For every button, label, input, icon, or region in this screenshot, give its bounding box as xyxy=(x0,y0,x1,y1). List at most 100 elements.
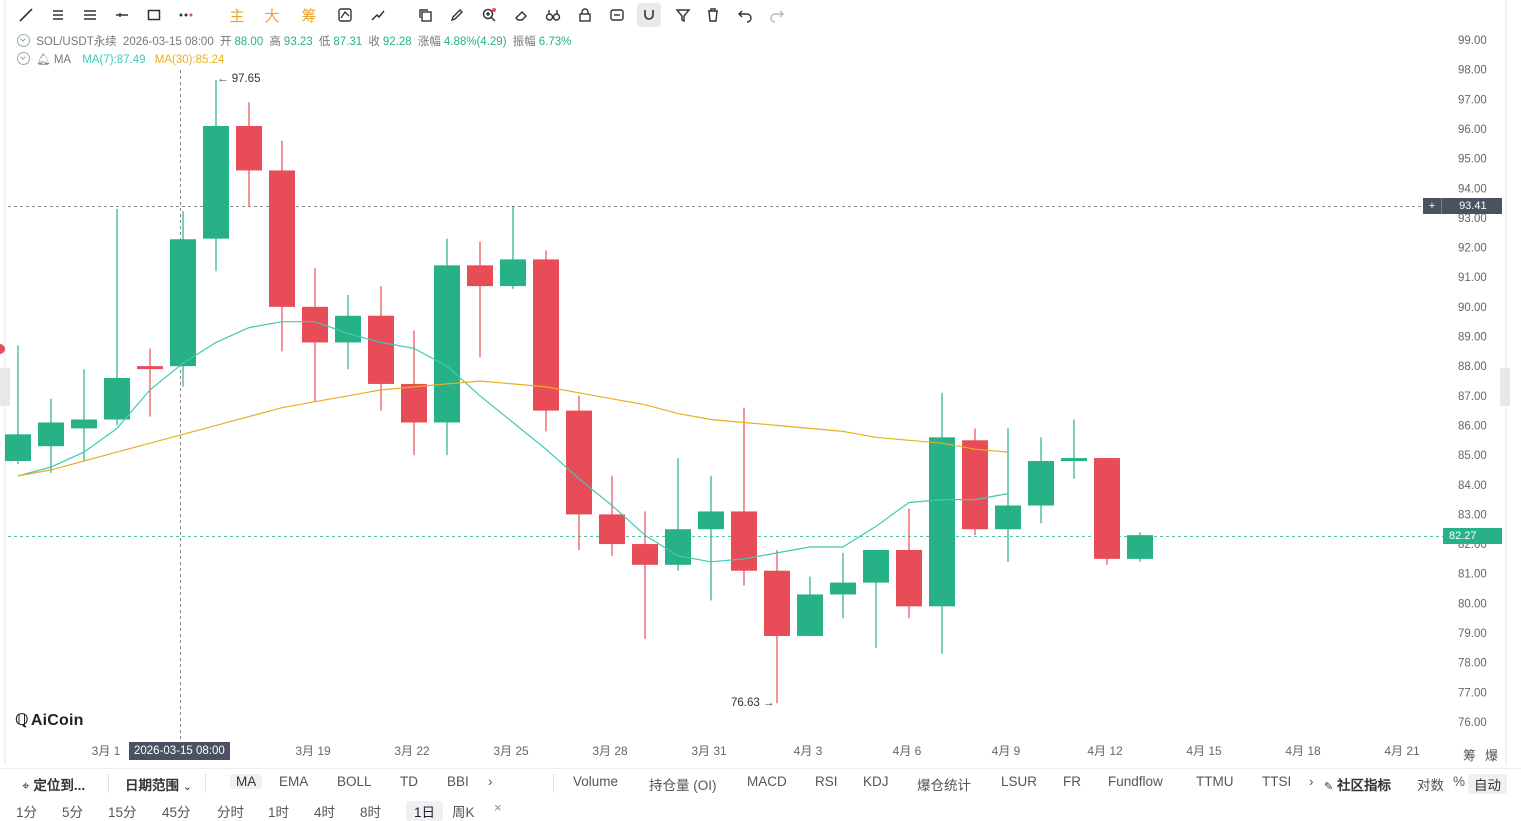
copy-icon[interactable] xyxy=(413,3,437,27)
chip-icon[interactable]: 筹 xyxy=(297,3,321,27)
binoculars-icon[interactable] xyxy=(541,3,565,27)
bell-icon[interactable]: 🔔︎ xyxy=(36,54,51,66)
locate-button[interactable]: ⌖ 定位到... xyxy=(22,778,86,793)
interval-6[interactable]: 1时 xyxy=(268,805,290,820)
candle-body[interactable] xyxy=(1028,461,1054,506)
sub-indicator-item[interactable]: TTSI xyxy=(1262,774,1292,789)
candle-body[interactable] xyxy=(764,570,790,636)
sub-indicator-item[interactable]: FR xyxy=(1063,774,1081,789)
interval-10[interactable]: 周K xyxy=(452,805,475,820)
indicator-bbi[interactable]: BBI xyxy=(447,774,469,789)
candle-body[interactable] xyxy=(1094,458,1120,559)
close-icon[interactable]: × xyxy=(494,800,502,815)
candle-body[interactable] xyxy=(137,366,163,370)
interval-9[interactable]: 1日 xyxy=(406,801,444,821)
interval-4[interactable]: 45分 xyxy=(162,805,191,820)
indicator-ema[interactable]: EMA xyxy=(279,774,309,789)
zoom-icon[interactable] xyxy=(477,3,501,27)
sub-indicator-item[interactable]: 爆仓统计 xyxy=(917,778,971,793)
candle-body[interactable] xyxy=(269,170,295,307)
candle-body[interactable] xyxy=(71,419,97,429)
candle-body[interactable] xyxy=(467,265,493,287)
add-alert-icon[interactable]: + xyxy=(1423,198,1442,214)
community-indicators-button[interactable]: ✎ 社区指标 xyxy=(1324,778,1391,793)
date-range-dropdown[interactable]: 日期范围 ⌄ xyxy=(125,778,192,793)
trash-icon[interactable] xyxy=(701,3,725,27)
candle-body[interactable] xyxy=(5,434,31,462)
sub-indicator-item[interactable]: RSI xyxy=(815,774,838,789)
more-tools-icon[interactable] xyxy=(174,3,198,27)
eraser-icon[interactable] xyxy=(509,3,533,27)
sub-indicator-item[interactable]: LSUR xyxy=(1001,774,1038,789)
candle-body[interactable] xyxy=(401,383,427,423)
candle-body[interactable] xyxy=(599,514,625,545)
trend-line-icon[interactable] xyxy=(14,3,38,27)
candle-body[interactable] xyxy=(698,511,724,530)
candle-body[interactable] xyxy=(434,265,460,423)
interval-5[interactable]: 分时 xyxy=(217,805,244,820)
filter-icon[interactable] xyxy=(671,3,695,27)
lock-icon[interactable] xyxy=(573,3,597,27)
indicator-ma[interactable]: MA xyxy=(230,774,263,789)
candle-body[interactable] xyxy=(731,511,757,571)
horizontal-ray-icon[interactable] xyxy=(110,3,134,27)
pencil-icon[interactable] xyxy=(445,3,469,27)
horizontal-lines-icon[interactable] xyxy=(78,3,102,27)
liquidation-toggle[interactable]: 爆 xyxy=(1485,748,1499,763)
indicator-td[interactable]: TD xyxy=(400,774,418,789)
sub-indicator-item[interactable]: TTMU xyxy=(1196,774,1234,789)
candle-body[interactable] xyxy=(203,125,229,239)
interval-7[interactable]: 4时 xyxy=(314,805,336,820)
candle-body[interactable] xyxy=(566,410,592,515)
sub-indicator-item[interactable]: 持仓量 (OI) xyxy=(649,778,717,793)
chevron-right-icon[interactable]: › xyxy=(1309,774,1314,789)
price-chart[interactable]: 99.00 98.00 97.00 96.00 95.00 94.00 93.00 92.00… xyxy=(0,0,1521,768)
auto-pattern-icon[interactable] xyxy=(333,3,357,27)
candle-body[interactable] xyxy=(632,544,658,565)
interval-1[interactable]: 1分 xyxy=(16,805,38,820)
candle-body[interactable] xyxy=(368,315,394,384)
measure-icon[interactable] xyxy=(366,3,390,27)
candle-body[interactable] xyxy=(665,529,691,565)
candle-body[interactable] xyxy=(830,582,856,595)
auto-scale-toggle[interactable]: 自动 xyxy=(1468,774,1507,794)
collapse-icon[interactable] xyxy=(17,52,30,65)
magnet-icon[interactable] xyxy=(637,3,661,27)
candle-body[interactable] xyxy=(995,505,1021,530)
percent-scale-toggle[interactable]: % xyxy=(1453,774,1466,789)
candle-body[interactable] xyxy=(104,378,130,420)
candle-body[interactable] xyxy=(335,315,361,343)
candle-body[interactable] xyxy=(236,125,262,171)
candle-body[interactable] xyxy=(170,239,196,367)
chip-distribution-toggle[interactable]: 筹 xyxy=(1463,748,1477,763)
candle-body[interactable] xyxy=(797,594,823,636)
candle-body[interactable] xyxy=(929,437,955,607)
candle-body[interactable] xyxy=(533,259,559,411)
main-force-icon[interactable]: 主 xyxy=(225,3,249,27)
sub-indicator-item[interactable]: Volume xyxy=(573,774,619,789)
candle-body[interactable] xyxy=(962,440,988,530)
candle-body[interactable] xyxy=(863,549,889,583)
hide-icon[interactable] xyxy=(605,3,629,27)
big-order-icon[interactable]: 大 xyxy=(260,3,284,27)
rectangle-icon[interactable] xyxy=(142,3,166,27)
parallel-lines-icon[interactable] xyxy=(46,3,70,27)
candle-body[interactable] xyxy=(1061,458,1087,462)
right-collapse-handle[interactable] xyxy=(1500,368,1510,406)
left-collapse-handle[interactable] xyxy=(0,368,10,406)
log-scale-toggle[interactable]: 对数 xyxy=(1417,778,1444,793)
candle-body[interactable] xyxy=(896,549,922,607)
sub-indicator-item[interactable]: Fundflow xyxy=(1108,774,1163,789)
candle-body[interactable] xyxy=(500,259,526,287)
undo-icon[interactable] xyxy=(733,3,757,27)
redo-icon[interactable] xyxy=(765,3,789,27)
interval-8[interactable]: 8时 xyxy=(360,805,382,820)
chevron-right-icon[interactable]: › xyxy=(488,774,493,789)
collapse-icon[interactable] xyxy=(17,34,30,47)
candle-body[interactable] xyxy=(38,422,64,447)
sub-indicator-item[interactable]: MACD xyxy=(747,774,787,789)
indicator-boll[interactable]: BOLL xyxy=(337,774,372,789)
interval-3[interactable]: 15分 xyxy=(108,805,137,820)
sub-indicator-item[interactable]: KDJ xyxy=(863,774,889,789)
interval-2[interactable]: 5分 xyxy=(62,805,84,820)
